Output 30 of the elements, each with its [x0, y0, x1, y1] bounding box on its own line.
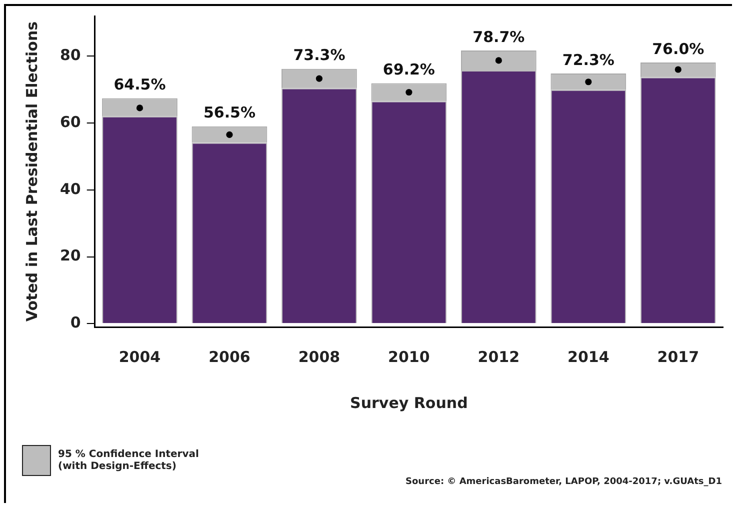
x-tick-label: 2004: [118, 348, 161, 366]
y-tick-label: 60: [60, 112, 81, 131]
point: [495, 57, 502, 64]
data-label: 73.3%: [293, 46, 346, 64]
x-tick-label: 2010: [388, 348, 430, 366]
y-tick-label: 80: [60, 46, 81, 64]
point: [585, 78, 592, 86]
point: [226, 131, 233, 138]
x-axis-title: Survey Round: [350, 394, 468, 412]
data-label: 78.7%: [472, 28, 525, 46]
text: 95 % Confidence Interval (with Design-Effects): [58, 448, 199, 472]
x-tick-label: 2008: [298, 348, 340, 366]
data-label: 76.0%: [652, 40, 704, 58]
x-tick-label: 2017: [657, 348, 700, 366]
y-tick-label: 40: [60, 180, 81, 198]
source-note: Source: © AmericasBarometer, LAPOP, 2004-2017; v.GUAts_D1: [406, 477, 722, 487]
y-tick-label: 0: [70, 314, 81, 332]
data-label: 69.2%: [382, 60, 435, 79]
y-tick-label: 20: [60, 246, 81, 265]
data-label: 72.3%: [562, 50, 614, 69]
point: [674, 66, 682, 73]
data-label: 56.5%: [203, 104, 256, 122]
point: [136, 104, 144, 112]
x-tick-label: 2012: [478, 348, 520, 366]
x-tick-label: 2014: [568, 348, 610, 366]
data-label: 64.5%: [114, 76, 166, 94]
point: [406, 88, 412, 96]
y-axis-title: Voted in Last Presidential Elections: [22, 21, 41, 322]
x-tick-label: 2006: [208, 348, 250, 366]
point: [316, 75, 323, 82]
